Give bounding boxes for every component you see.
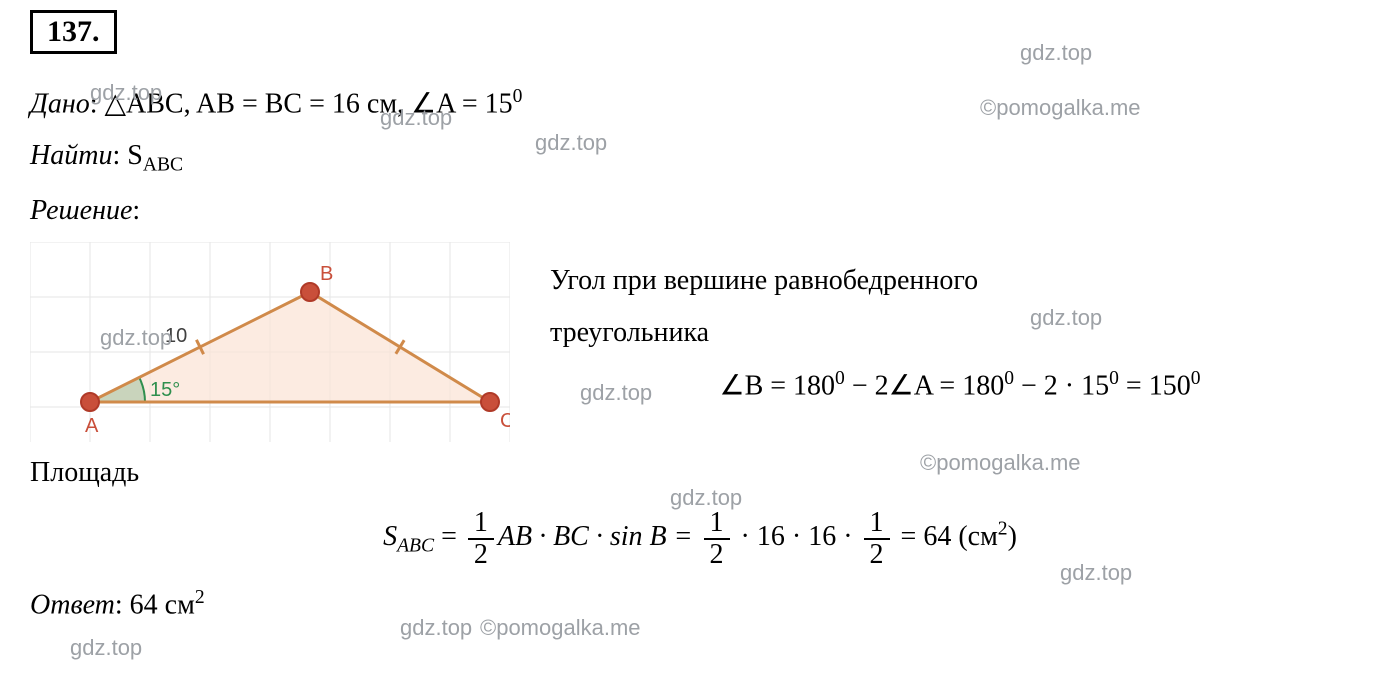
- svg-text:C: C: [500, 410, 510, 432]
- triangle-diagram: A B C 10 15°: [30, 242, 510, 442]
- area-label: Площадь: [30, 452, 1370, 494]
- answer-line: Ответ: 64 см2: [30, 583, 1370, 626]
- given-line: Дано: △ABC, AB = BC = 16 см, ∠A = 150: [30, 82, 1370, 125]
- answer-sup: 2: [195, 587, 205, 608]
- angle-formula: ∠B = 1800 − 2∠A = 1800 − 2 · 150 = 1500: [550, 364, 1370, 407]
- svg-text:15°: 15°: [150, 379, 180, 401]
- find-text: : S: [112, 140, 142, 171]
- given-label: Дано: [30, 88, 90, 119]
- explanation-column: Угол при вершине равнобедренного треугол…: [550, 242, 1370, 417]
- find-sub: ABC: [143, 155, 183, 176]
- find-label: Найти: [30, 140, 112, 171]
- find-line: Найти: SABC: [30, 135, 1370, 180]
- area-formula: SABC = 12AB · BC · sin B = 12 · 16 · 16 …: [30, 508, 1370, 569]
- right-text-2: треугольника: [550, 312, 1370, 354]
- right-text-1: Угол при вершине равнобедренного: [550, 260, 1370, 302]
- given-sup: 0: [513, 86, 523, 107]
- svg-text:A: A: [85, 415, 99, 437]
- solution-label: Решение: [30, 195, 132, 226]
- problem-number: 137.: [30, 10, 117, 54]
- given-text: : △ABC, AB = BC = 16 см, ∠A = 15: [90, 88, 513, 119]
- answer-text: : 64 см: [115, 589, 195, 620]
- answer-label: Ответ: [30, 589, 115, 620]
- svg-text:B: B: [320, 263, 333, 285]
- colon: :: [132, 195, 140, 226]
- solution-line: Решение:: [30, 190, 1370, 232]
- svg-text:10: 10: [165, 325, 187, 347]
